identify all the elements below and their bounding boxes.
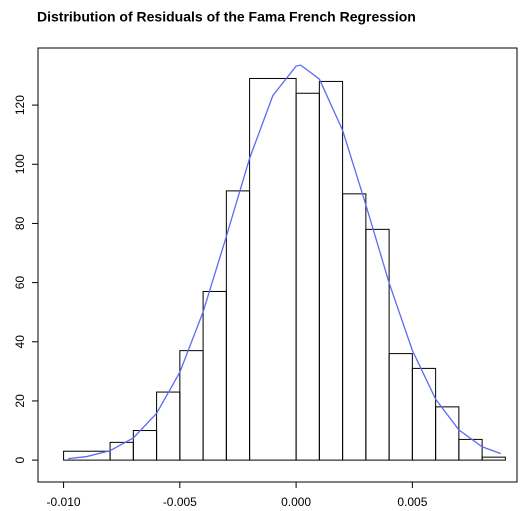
bar xyxy=(342,193,367,461)
y-tick-label: 60 xyxy=(13,276,27,290)
bar xyxy=(435,406,460,461)
x-tick-label: -0.005 xyxy=(163,495,197,509)
bar xyxy=(179,350,204,461)
x-tick-label: 0.005 xyxy=(397,495,427,509)
bar xyxy=(225,190,251,461)
bar xyxy=(202,290,227,461)
density-curve xyxy=(68,64,501,460)
bar xyxy=(318,80,344,461)
y-tick-label: 100 xyxy=(13,154,27,174)
y-tick-label: 80 xyxy=(13,216,27,230)
bar xyxy=(458,438,483,461)
bar xyxy=(411,367,437,461)
y-tick-label: 0 xyxy=(13,456,27,463)
bar xyxy=(388,353,413,461)
bar xyxy=(365,228,390,461)
y-tick-label: 20 xyxy=(13,394,27,408)
bar xyxy=(481,456,506,461)
x-tick-label: -0.010 xyxy=(47,495,81,509)
bar xyxy=(249,77,297,461)
y-tick-label: 120 xyxy=(13,95,27,115)
chart-title: Distribution of Residuals of the Fama Fr… xyxy=(37,9,416,25)
bar xyxy=(295,92,320,461)
x-tick-label: 0.000 xyxy=(281,495,311,509)
y-tick-label: 40 xyxy=(13,335,27,349)
plot-box xyxy=(37,47,518,483)
bar xyxy=(156,391,181,461)
